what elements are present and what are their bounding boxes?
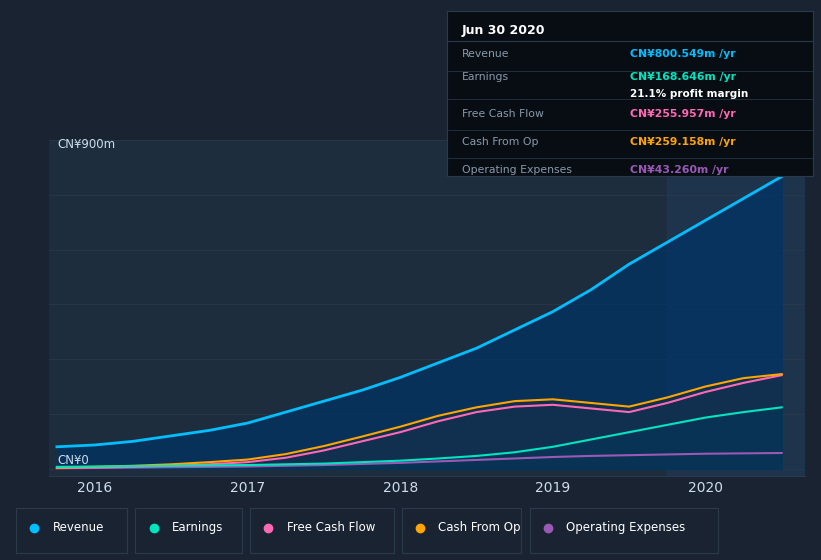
- Text: CN¥168.646m /yr: CN¥168.646m /yr: [631, 72, 736, 82]
- Text: CN¥259.158m /yr: CN¥259.158m /yr: [631, 137, 736, 147]
- Text: Earnings: Earnings: [462, 72, 509, 82]
- Text: Cash From Op: Cash From Op: [462, 137, 539, 147]
- Text: 21.1% profit margin: 21.1% profit margin: [631, 88, 749, 99]
- Text: CN¥255.957m /yr: CN¥255.957m /yr: [631, 109, 736, 119]
- Text: Revenue: Revenue: [53, 521, 104, 534]
- Text: CN¥900m: CN¥900m: [57, 138, 115, 151]
- Text: Jun 30 2020: Jun 30 2020: [462, 25, 546, 38]
- Text: Earnings: Earnings: [172, 521, 223, 534]
- Text: CN¥0: CN¥0: [57, 454, 89, 467]
- Text: CN¥43.260m /yr: CN¥43.260m /yr: [631, 165, 728, 175]
- Text: Operating Expenses: Operating Expenses: [566, 521, 685, 534]
- Text: Free Cash Flow: Free Cash Flow: [287, 521, 375, 534]
- Text: Cash From Op: Cash From Op: [438, 521, 521, 534]
- Text: CN¥800.549m /yr: CN¥800.549m /yr: [631, 49, 736, 59]
- Text: Operating Expenses: Operating Expenses: [462, 165, 572, 175]
- Text: Free Cash Flow: Free Cash Flow: [462, 109, 544, 119]
- Text: Revenue: Revenue: [462, 49, 510, 59]
- Bar: [667, 140, 805, 476]
